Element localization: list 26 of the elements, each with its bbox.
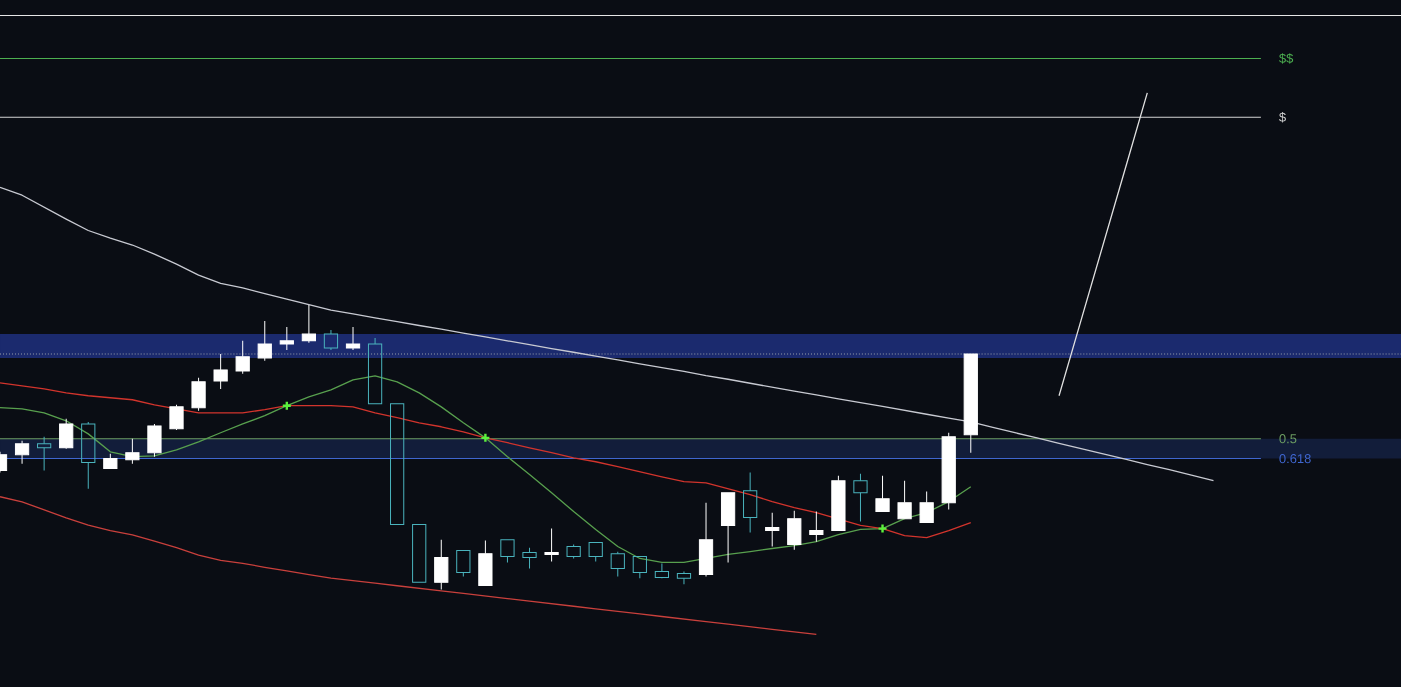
candlestick <box>478 540 493 586</box>
ref-line-label: $ <box>1279 112 1286 123</box>
candlestick <box>323 329 339 351</box>
candlestick <box>676 571 692 585</box>
candlestick <box>765 512 780 548</box>
candlestick <box>720 492 736 563</box>
candlestick <box>588 542 603 563</box>
candlestick <box>963 353 978 454</box>
candlestick <box>919 491 934 524</box>
candlestick <box>301 304 317 344</box>
candlestick <box>14 440 30 465</box>
annotation: 0.5 <box>1279 434 1297 444</box>
candlestick <box>743 472 758 534</box>
candlestick <box>125 438 140 465</box>
candlestick <box>345 326 361 351</box>
candlestick <box>809 511 824 543</box>
candlestick <box>544 528 559 563</box>
candlestick <box>390 403 405 526</box>
annotation: 0.618 <box>1279 454 1311 464</box>
candlestick <box>875 475 890 513</box>
candlestick <box>37 436 52 472</box>
candlestick <box>367 337 383 405</box>
candlestick <box>698 502 714 577</box>
candlestick <box>412 524 427 583</box>
ref-line-label: $$ <box>1279 53 1294 64</box>
candlestick <box>897 480 912 520</box>
